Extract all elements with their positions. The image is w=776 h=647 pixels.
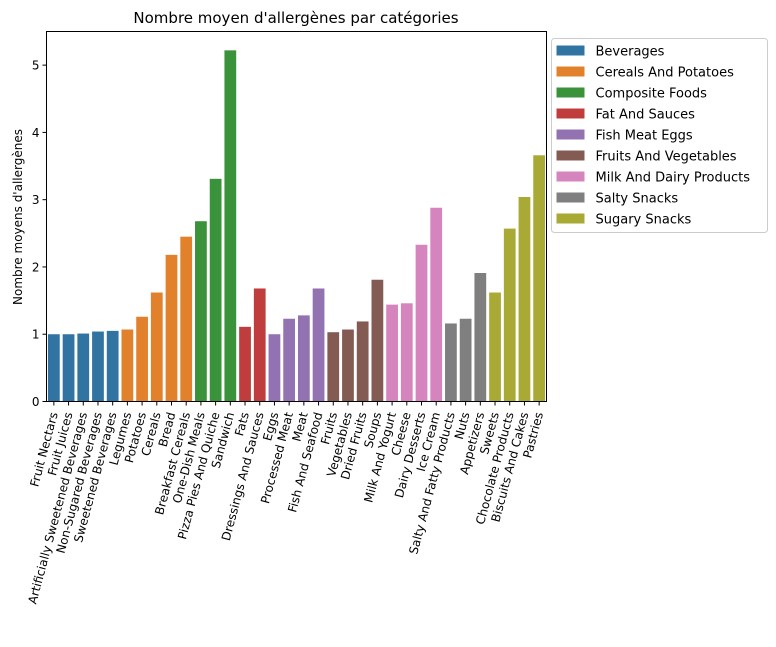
y-tick-label: 2 [32,260,40,274]
bar-12 [224,50,237,402]
bar-19 [327,332,340,402]
x-tick-label: Fats [232,411,252,438]
bar-13 [239,326,251,402]
plot-frame [46,31,547,402]
bar-11 [209,178,222,402]
bar-32 [518,196,531,402]
legend-label-1: Cereals And Potatoes [596,66,735,81]
legend-swatch-5 [556,150,585,161]
bars-layer [47,50,546,402]
y-axis: 0 1 2 3 4 5 [32,59,47,409]
bar-10 [195,221,207,402]
legend-label-4: Fish Meat Eggs [596,129,693,144]
bar-20 [342,329,354,402]
legend-label-0: Beverages [596,45,665,60]
bar-8 [165,254,178,402]
bar-18 [312,288,325,402]
legend-label-6: Milk And Dairy Products [596,171,751,186]
bar-30 [489,292,501,402]
bar-3 [92,331,104,402]
y-axis-label: Nombre moyens d'allergènes [11,129,25,305]
bar-6 [136,316,148,402]
legend-label-8: Sugary Snacks [596,213,692,228]
bar-17 [297,315,310,402]
bar-22 [371,279,384,402]
bar-9 [180,236,193,402]
legend-swatch-6 [556,171,585,182]
legend-swatch-7 [556,192,585,203]
bar-16 [283,318,296,402]
bar-23 [386,304,398,402]
bar-33 [533,155,546,402]
bar-0 [47,334,60,402]
y-tick-label: 5 [32,59,40,73]
y-tick-label: 1 [32,328,40,342]
bar-14 [253,288,266,402]
legend-label-2: Composite Foods [596,87,708,102]
legend: Beverages Cereals And Potatoes Composite F… [551,38,768,233]
bar-26 [430,207,443,402]
bar-31 [503,228,516,402]
y-tick-label: 3 [32,193,40,207]
x-tick-label: Nuts [452,411,473,441]
bar-7 [150,292,163,402]
legend-swatch-1 [556,66,585,77]
bar-27 [445,323,457,402]
y-tick-label: 0 [32,395,40,409]
legend-swatch-4 [556,129,585,140]
legend-label-3: Fat And Sauces [596,108,696,123]
legend-label-7: Salty Snacks [596,192,679,207]
legend-swatch-3 [556,108,585,119]
legend-swatch-2 [556,87,585,98]
bar-21 [356,321,369,402]
legend-label-5: Fruits And Vegetables [596,150,737,165]
bar-24 [400,303,413,402]
bar-4 [106,330,119,402]
bar-25 [415,244,428,402]
bar-29 [474,273,487,402]
y-tick-label: 4 [32,126,40,140]
legend-frame [551,38,768,233]
bar-5 [121,329,134,402]
legend-swatch-8 [556,213,585,224]
legend-swatch-0 [556,45,585,56]
bar-1 [62,334,75,402]
chart-title: Nombre moyen d'allergènes par catégories [133,9,458,27]
bar-15 [268,334,281,402]
bar-2 [77,333,90,402]
bar-28 [459,318,472,402]
